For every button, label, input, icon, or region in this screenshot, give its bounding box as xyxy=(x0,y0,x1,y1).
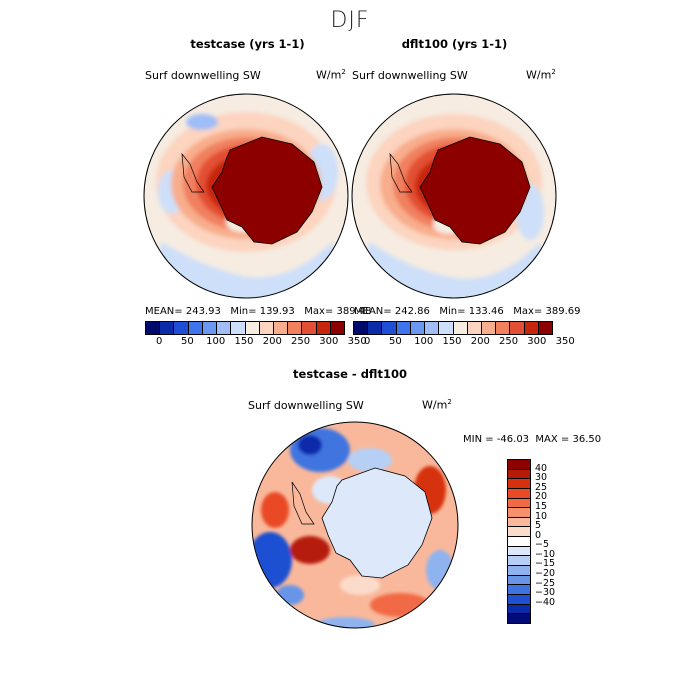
colorbar-swatch xyxy=(244,322,259,334)
variable-label: Surf downwelling SW xyxy=(248,399,364,412)
colorbar-swatch xyxy=(367,322,382,334)
colorbar-swatch xyxy=(173,322,188,334)
legend-swatch xyxy=(508,545,530,556)
colorbar-swatch xyxy=(424,322,439,334)
colorbar-tick-label: 100 xyxy=(206,336,226,347)
colorbar-tick-label: 300 xyxy=(527,336,547,347)
legend-swatch xyxy=(508,584,530,594)
colorbar-tick-label: 0 xyxy=(155,336,163,347)
legend-label: 15 xyxy=(535,500,548,512)
legend-label: −25 xyxy=(535,577,556,589)
colorbar-swatch xyxy=(495,322,510,334)
legend-swatch xyxy=(508,507,530,517)
stats-testcase: MEAN= 243.93 Min= 139.93 Max= 389.48 xyxy=(145,306,372,317)
legend-label: −20 xyxy=(535,568,556,580)
colorbar-swatch xyxy=(216,322,231,334)
colorbar-tick-label: 0 xyxy=(363,336,371,347)
colorbar-tick-label: 150 xyxy=(234,336,254,347)
colorbar-tick-label: 100 xyxy=(414,336,434,347)
colorbar-tick-label: 50 xyxy=(181,336,194,347)
map-dflt100 xyxy=(351,93,557,299)
map-testcase xyxy=(143,93,349,299)
colorbar-swatch xyxy=(258,322,273,334)
panel-title-testcase: testcase (yrs 1-1) xyxy=(190,37,305,51)
colorbar-swatch xyxy=(159,322,174,334)
colorbar-tick-label: 350 xyxy=(555,336,575,347)
legend-swatch xyxy=(508,497,530,508)
legend-label: 25 xyxy=(535,481,548,493)
colorbar-testcase xyxy=(145,321,345,335)
units-label: W/m2 xyxy=(422,398,452,412)
colorbar-swatch xyxy=(523,322,538,334)
colorbar-swatch xyxy=(409,322,425,334)
colorbar-tick-label: 250 xyxy=(291,336,311,347)
units-label: W/m2 xyxy=(526,68,556,82)
colorbar-swatch xyxy=(287,322,302,334)
colorbar-swatch xyxy=(381,322,396,334)
colorbar-tick-label: 200 xyxy=(262,336,282,347)
colorbar-tick-label: 150 xyxy=(442,336,462,347)
colorbar-swatch xyxy=(466,322,481,334)
legend-label: −10 xyxy=(535,548,556,560)
panel-title-dflt100: dflt100 (yrs 1-1) xyxy=(401,37,508,51)
legend-label: 10 xyxy=(535,510,548,522)
colorbar-swatch xyxy=(187,322,202,334)
colorbar-swatch xyxy=(354,322,368,334)
colorbar-swatch xyxy=(201,322,217,334)
legend-swatch xyxy=(508,478,530,488)
legend-swatch xyxy=(508,536,530,546)
legend-label: −15 xyxy=(535,558,556,570)
page-title: DJF xyxy=(330,8,370,33)
legend-label: 20 xyxy=(535,491,548,503)
colorbar-swatch xyxy=(452,322,467,334)
colorbar-swatch xyxy=(509,322,524,334)
stats-dflt100: MEAN= 242.86 Min= 133.46 Max= 389.69 xyxy=(354,306,581,317)
colorbar-swatch xyxy=(395,322,410,334)
difference-legend-labels: 40 30 25 20 15 10 5 0 −5 −10 −15 −20 −25 −30 −40 xyxy=(535,459,575,622)
legend-label: 30 xyxy=(535,472,548,484)
panel-title-difference: testcase - dflt100 xyxy=(293,367,407,381)
colorbar-swatch xyxy=(146,322,160,334)
colorbar-swatch xyxy=(230,322,245,334)
colorbar-tick-label: 350 xyxy=(347,336,367,347)
colorbar-swatch xyxy=(315,322,330,334)
legend-swatch xyxy=(508,603,530,614)
legend-swatch xyxy=(508,574,530,585)
legend-label: −40 xyxy=(535,596,556,608)
legend-label: −5 xyxy=(535,539,550,551)
stats-difference: MIN = -46.03 MAX = 36.50 xyxy=(463,434,602,445)
variable-label: Surf downwelling SW xyxy=(145,69,261,82)
legend-label: −30 xyxy=(535,587,556,599)
legend-swatch xyxy=(508,565,530,575)
legend-swatch xyxy=(508,460,530,469)
colorbar-tick-label: 300 xyxy=(319,336,339,347)
colorbar-swatch xyxy=(537,322,553,334)
variable-label: Surf downwelling SW xyxy=(352,69,468,82)
units-label: W/m2 xyxy=(316,68,346,82)
colorbar-dflt100 xyxy=(353,321,553,335)
legend-swatch xyxy=(508,468,530,479)
colorbar-ticks-dflt100: 0 50 100 150 200 250 300 350 xyxy=(353,336,575,350)
legend-label: 0 xyxy=(535,529,542,541)
legend-swatch xyxy=(508,593,530,604)
legend-label: 5 xyxy=(535,520,542,532)
legend-swatch xyxy=(508,516,530,527)
colorbar-swatch xyxy=(272,322,288,334)
colorbar-ticks-testcase: 0 50 100 150 200 250 300 350 xyxy=(145,336,367,350)
difference-legend xyxy=(507,459,531,624)
colorbar-swatch xyxy=(438,322,453,334)
legend-label: 40 xyxy=(535,462,548,474)
colorbar-swatch xyxy=(301,322,316,334)
colorbar-swatch xyxy=(329,322,345,334)
legend-swatch xyxy=(508,555,530,566)
map-difference xyxy=(251,421,459,629)
colorbar-tick-label: 50 xyxy=(389,336,402,347)
colorbar-tick-label: 250 xyxy=(499,336,519,347)
legend-swatch xyxy=(508,487,530,498)
colorbar-swatch xyxy=(480,322,496,334)
legend-swatch xyxy=(508,526,530,537)
legend-swatch xyxy=(508,613,530,623)
colorbar-tick-label: 200 xyxy=(470,336,490,347)
